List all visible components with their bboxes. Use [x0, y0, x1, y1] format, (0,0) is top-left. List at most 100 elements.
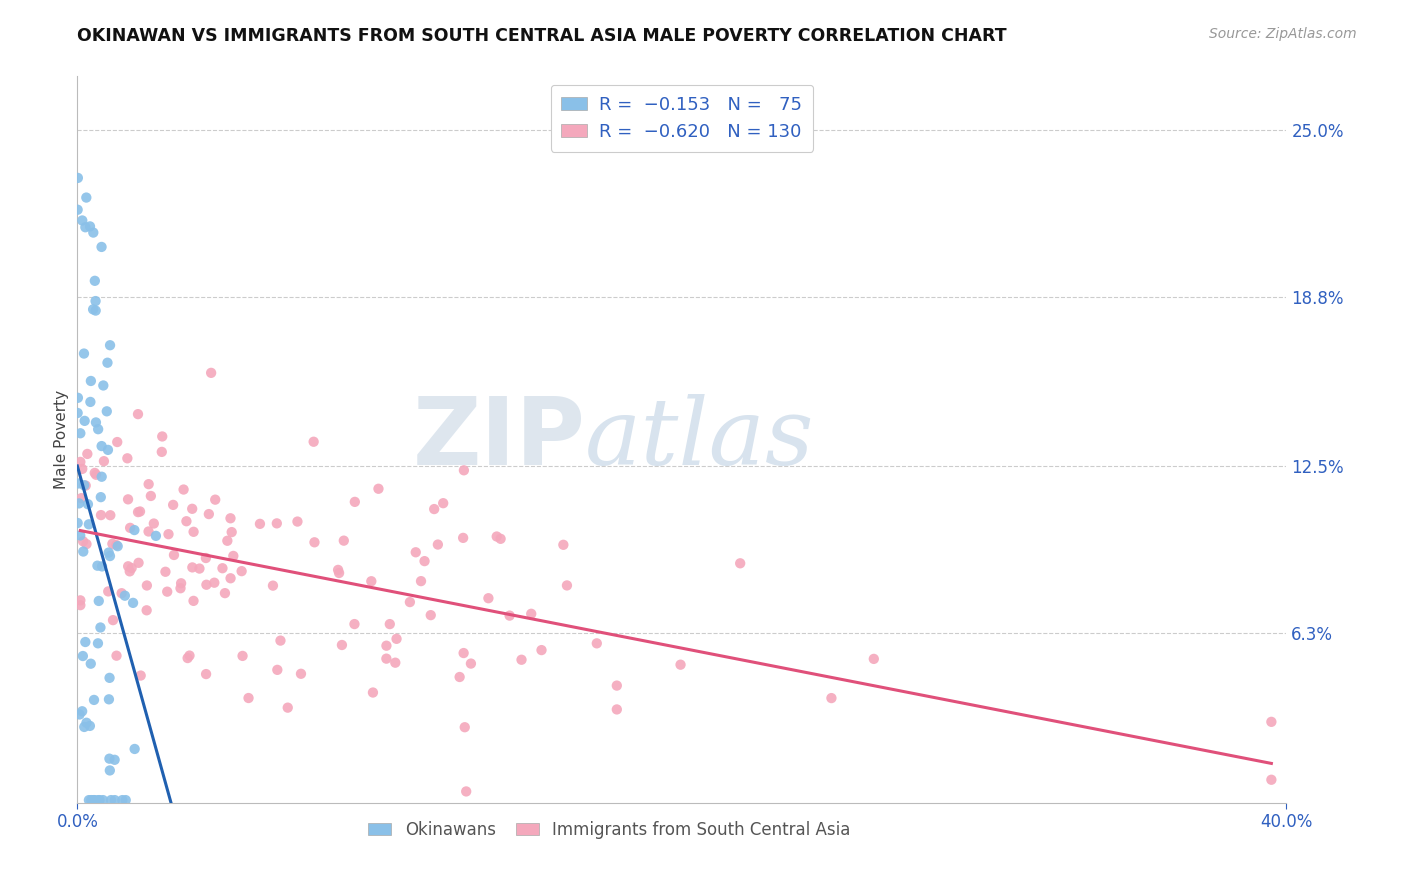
- Point: [83, 793, 105, 807]
- Point: [432, 496, 454, 510]
- Point: [489, 532, 512, 546]
- Point: [287, 515, 309, 529]
- Point: [266, 663, 288, 677]
- Point: [1260, 772, 1282, 787]
- Point: [477, 591, 499, 606]
- Point: [91, 378, 114, 392]
- Point: [330, 638, 353, 652]
- Point: [75, 190, 97, 204]
- Point: [98, 549, 121, 563]
- Point: [163, 548, 186, 562]
- Point: [150, 445, 173, 459]
- Point: [127, 407, 149, 421]
- Point: [83, 274, 105, 288]
- Point: [114, 793, 136, 807]
- Point: [405, 545, 427, 559]
- Point: [122, 596, 145, 610]
- Point: [413, 554, 436, 568]
- Point: [120, 521, 142, 535]
- Point: [100, 793, 122, 807]
- Point: [138, 524, 160, 539]
- Point: [69, 455, 91, 469]
- Point: [90, 508, 112, 522]
- Point: [72, 213, 94, 227]
- Point: [419, 608, 441, 623]
- Point: [69, 598, 91, 612]
- Point: [98, 338, 121, 352]
- Point: [553, 538, 575, 552]
- Point: [83, 793, 105, 807]
- Point: [862, 652, 884, 666]
- Point: [73, 346, 96, 360]
- Point: [84, 294, 107, 309]
- Point: [498, 608, 520, 623]
- Point: [367, 482, 389, 496]
- Point: [460, 657, 482, 671]
- Point: [90, 240, 112, 254]
- Point: [97, 692, 120, 706]
- Point: [66, 202, 89, 217]
- Point: [183, 524, 205, 539]
- Point: [343, 617, 366, 632]
- Point: [139, 489, 162, 503]
- Point: [211, 561, 233, 575]
- Point: [170, 576, 193, 591]
- Point: [606, 702, 628, 716]
- Point: [302, 434, 325, 449]
- Point: [378, 617, 401, 632]
- Point: [1260, 714, 1282, 729]
- Point: [82, 302, 104, 317]
- Point: [277, 700, 299, 714]
- Point: [69, 707, 91, 722]
- Point: [84, 416, 107, 430]
- Point: [456, 784, 478, 798]
- Point: [70, 704, 93, 718]
- Point: [97, 442, 120, 457]
- Text: OKINAWAN VS IMMIGRANTS FROM SOUTH CENTRAL ASIA MALE POVERTY CORRELATION CHART: OKINAWAN VS IMMIGRANTS FROM SOUTH CENTRA…: [77, 27, 1007, 45]
- Point: [91, 793, 114, 807]
- Point: [89, 793, 111, 807]
- Point: [231, 564, 253, 578]
- Point: [111, 586, 134, 600]
- Point: [585, 636, 607, 650]
- Point: [728, 557, 751, 571]
- Point: [135, 578, 157, 592]
- Point: [238, 691, 260, 706]
- Point: [96, 404, 118, 418]
- Point: [66, 391, 89, 405]
- Point: [176, 514, 198, 528]
- Point: [105, 435, 128, 450]
- Point: [90, 439, 112, 453]
- Point: [202, 575, 225, 590]
- Point: [384, 656, 406, 670]
- Point: [105, 648, 128, 663]
- Point: [454, 720, 477, 734]
- Point: [426, 537, 449, 551]
- Y-axis label: Male Poverty: Male Poverty: [53, 390, 69, 489]
- Point: [101, 613, 124, 627]
- Point: [375, 651, 398, 665]
- Point: [214, 586, 236, 600]
- Point: [304, 535, 326, 549]
- Point: [76, 447, 98, 461]
- Point: [183, 594, 205, 608]
- Point: [104, 793, 127, 807]
- Point: [221, 525, 243, 540]
- Point: [124, 523, 146, 537]
- Point: [266, 516, 288, 531]
- Point: [485, 529, 508, 543]
- Point: [72, 544, 94, 558]
- Point: [76, 537, 98, 551]
- Point: [97, 584, 120, 599]
- Point: [127, 505, 149, 519]
- Point: [98, 671, 121, 685]
- Point: [176, 651, 198, 665]
- Point: [96, 356, 118, 370]
- Point: [69, 593, 91, 607]
- Point: [145, 529, 167, 543]
- Point: [360, 574, 382, 589]
- Point: [70, 491, 93, 505]
- Point: [72, 534, 94, 549]
- Point: [86, 558, 108, 573]
- Point: [150, 429, 173, 443]
